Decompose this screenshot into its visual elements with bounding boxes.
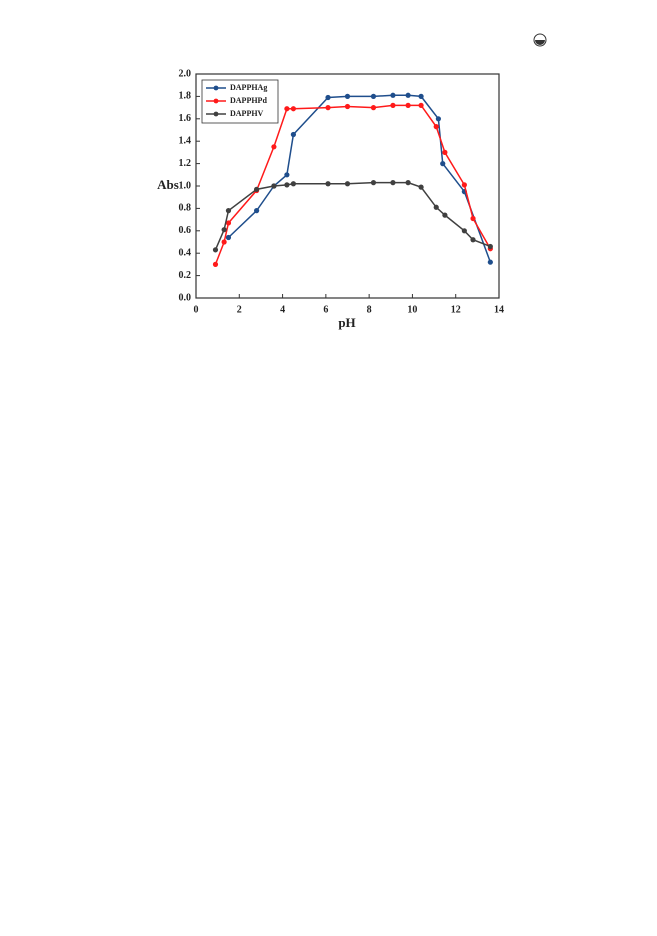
legend-marker bbox=[213, 85, 219, 91]
data-point bbox=[418, 102, 424, 108]
data-point bbox=[370, 180, 377, 186]
data-point bbox=[254, 186, 260, 192]
data-point bbox=[461, 182, 467, 188]
data-point bbox=[440, 161, 446, 167]
data-point bbox=[487, 243, 493, 250]
y-tick-label: 0.0 bbox=[179, 292, 192, 303]
data-point bbox=[370, 105, 377, 111]
data-point bbox=[290, 106, 296, 112]
data-point bbox=[435, 116, 441, 122]
x-axis-label: pH bbox=[338, 315, 355, 330]
y-tick-label: 0.6 bbox=[179, 225, 192, 236]
data-point bbox=[271, 144, 277, 150]
data-point bbox=[470, 215, 476, 222]
x-tick-label: 8 bbox=[367, 304, 372, 315]
data-point bbox=[405, 180, 411, 186]
series-line bbox=[214, 104, 491, 265]
y-tick-label: 1.4 bbox=[179, 135, 192, 146]
data-point bbox=[284, 172, 290, 178]
data-point bbox=[325, 181, 331, 187]
x-tick-label: 0 bbox=[194, 304, 199, 315]
data-point bbox=[212, 261, 219, 267]
data-point bbox=[461, 228, 467, 234]
data-point bbox=[225, 234, 232, 241]
legend-label: DAPPHPd bbox=[230, 96, 267, 105]
y-tick-label: 1.8 bbox=[179, 91, 192, 102]
data-point bbox=[254, 208, 260, 214]
data-point bbox=[390, 92, 396, 98]
data-point bbox=[405, 102, 411, 108]
y-tick-label: 0.4 bbox=[179, 247, 192, 258]
series-line bbox=[214, 181, 491, 251]
data-point bbox=[225, 208, 232, 214]
corner-icon bbox=[533, 33, 547, 47]
y-tick-label: 1.0 bbox=[179, 180, 192, 191]
data-point bbox=[344, 181, 351, 187]
data-point bbox=[325, 94, 331, 101]
data-point bbox=[325, 105, 331, 111]
legend-marker bbox=[213, 98, 219, 104]
data-point bbox=[433, 204, 439, 210]
data-point bbox=[370, 93, 377, 99]
data-point bbox=[442, 212, 448, 218]
y-tick-label: 2.0 bbox=[179, 68, 192, 79]
data-point bbox=[418, 184, 424, 190]
data-point bbox=[405, 92, 411, 98]
data-point bbox=[271, 183, 277, 189]
x-tick-label: 2 bbox=[237, 304, 242, 315]
x-tick-label: 12 bbox=[451, 304, 461, 315]
data-point bbox=[290, 181, 296, 187]
x-tick-label: 14 bbox=[494, 304, 504, 315]
data-point bbox=[221, 239, 227, 245]
y-axis-label: Abs bbox=[157, 177, 179, 192]
data-point bbox=[225, 220, 232, 226]
x-tick-label: 4 bbox=[280, 304, 285, 315]
data-point bbox=[487, 259, 493, 265]
data-point bbox=[390, 102, 396, 108]
data-point bbox=[344, 93, 351, 99]
data-point bbox=[212, 247, 219, 253]
legend-label: DAPPHAg bbox=[230, 83, 267, 92]
data-point bbox=[442, 149, 448, 155]
data-point bbox=[418, 93, 424, 99]
data-point bbox=[284, 182, 290, 188]
data-point bbox=[344, 103, 351, 110]
y-tick-label: 1.6 bbox=[179, 113, 192, 124]
data-point bbox=[390, 180, 396, 186]
data-point bbox=[290, 131, 296, 138]
data-point bbox=[433, 124, 439, 130]
legend-marker bbox=[213, 111, 219, 117]
y-tick-label: 0.2 bbox=[179, 270, 192, 281]
y-tick-label: 0.8 bbox=[179, 203, 192, 214]
legend-label: DAPPHV bbox=[230, 109, 264, 118]
x-tick-label: 10 bbox=[407, 304, 417, 315]
data-point bbox=[470, 237, 476, 243]
data-point bbox=[221, 227, 227, 233]
x-tick-label: 6 bbox=[323, 304, 328, 315]
y-tick-label: 1.2 bbox=[179, 158, 192, 169]
data-point bbox=[284, 106, 290, 112]
